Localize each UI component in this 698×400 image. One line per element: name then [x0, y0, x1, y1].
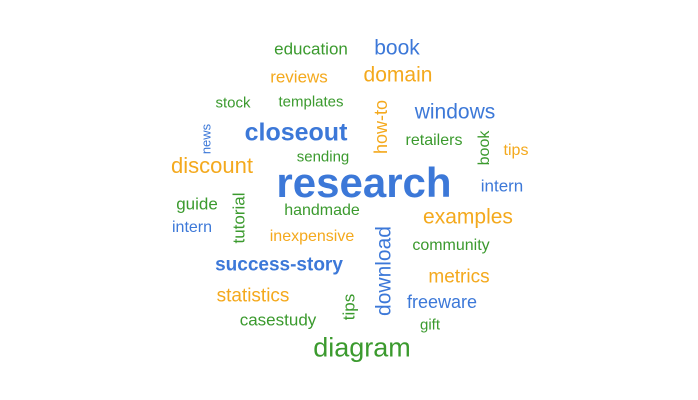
- word-download: download: [372, 226, 396, 316]
- word-windows: windows: [414, 100, 496, 124]
- word-tips-vertical: tips: [339, 293, 359, 321]
- word-education: education: [274, 39, 348, 59]
- word-inexpensive: inexpensive: [269, 228, 355, 245]
- word-intern-left: intern: [171, 219, 213, 236]
- word-book: book: [374, 36, 420, 60]
- word-how-to: how-to: [371, 99, 391, 155]
- word-research: research: [276, 159, 452, 206]
- word-metrics: metrics: [428, 266, 490, 288]
- word-stock: stock: [215, 94, 251, 112]
- word-news: news: [198, 123, 214, 155]
- word-tips: tips: [503, 142, 529, 159]
- word-tutorial: tutorial: [229, 192, 249, 244]
- word-statistics: statistics: [216, 285, 290, 307]
- word-guide: guide: [176, 194, 218, 214]
- word-sending: sending: [296, 148, 350, 166]
- word-gift: gift: [419, 316, 441, 334]
- word-book-vertical: book: [476, 130, 493, 166]
- word-templates: templates: [278, 93, 344, 111]
- word-diagram: diagram: [313, 332, 411, 363]
- word-community: community: [412, 237, 490, 254]
- word-reviews: reviews: [270, 67, 328, 87]
- word-intern-right: intern: [480, 176, 524, 196]
- word-handmade: handmade: [284, 202, 360, 219]
- word-retailers: retailers: [405, 132, 463, 149]
- word-examples: examples: [423, 205, 513, 229]
- word-casestudy: casestudy: [239, 310, 317, 330]
- word-success-story: success-story: [215, 254, 343, 276]
- word-discount: discount: [171, 153, 253, 178]
- word-freeware: freeware: [406, 292, 478, 312]
- word-domain: domain: [363, 63, 433, 87]
- word-closeout: closeout: [244, 118, 348, 147]
